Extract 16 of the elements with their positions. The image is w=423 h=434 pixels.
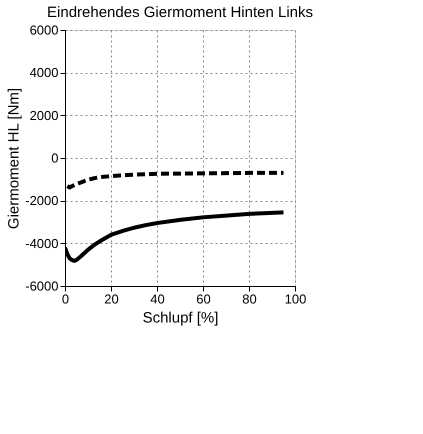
x-tick-label: 80: [242, 292, 257, 306]
x-tick-label: 40: [150, 292, 165, 306]
y-axis-title: Giermoment HL [Nm]: [5, 88, 22, 230]
x-axis-title: Schlupf [%]: [142, 310, 218, 326]
y-tick-label: -6000: [25, 278, 58, 294]
x-tick-label: 60: [196, 292, 211, 306]
y-tick-label: 0: [51, 150, 58, 166]
y-tick-label: -4000: [25, 236, 58, 251]
y-tick-label: -2000: [25, 193, 58, 208]
y-tick-label: 4000: [30, 65, 58, 80]
x-tick-label: 100: [284, 292, 306, 306]
x-tick-label: 0: [62, 292, 70, 306]
x-tick-label: 20: [104, 292, 119, 306]
chart-title: Eindrehendes Giermoment Hinten Links: [47, 4, 313, 21]
y-tick-label: 6000: [30, 22, 58, 38]
y-tick-label: 2000: [30, 108, 58, 123]
